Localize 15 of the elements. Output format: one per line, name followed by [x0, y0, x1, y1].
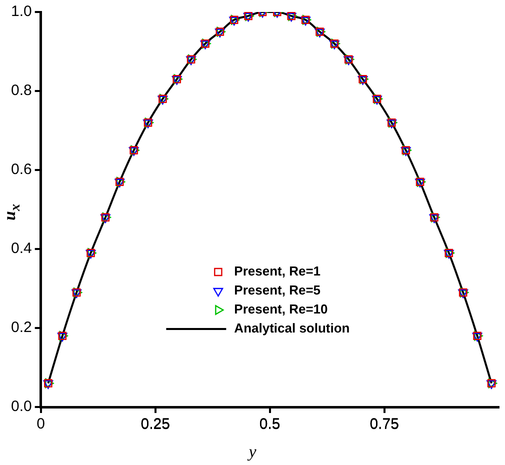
legend-label: Present, Re=10	[234, 302, 328, 317]
legend-label: Present, Re=5	[234, 282, 321, 298]
legend-label: Present, Re=1	[234, 264, 321, 279]
x-axis-title: y	[246, 442, 258, 462]
y-tick-label: 0.6	[10, 161, 32, 178]
y-tick-label: 0.0	[10, 398, 32, 416]
y-tick-label: 0.4	[10, 240, 32, 258]
y-tick-label: 0.2	[10, 319, 32, 336]
x-tick-label: 0.75	[370, 416, 399, 433]
y-tick-label: 0.8	[10, 82, 32, 100]
x-tick-label: 0.5	[259, 416, 280, 433]
x-tick-label: 0.25	[140, 416, 170, 433]
x-tick-label: 0	[36, 416, 46, 433]
legend-label: Analytical solution	[234, 320, 350, 336]
y-tick-label: 1.0	[10, 3, 32, 20]
